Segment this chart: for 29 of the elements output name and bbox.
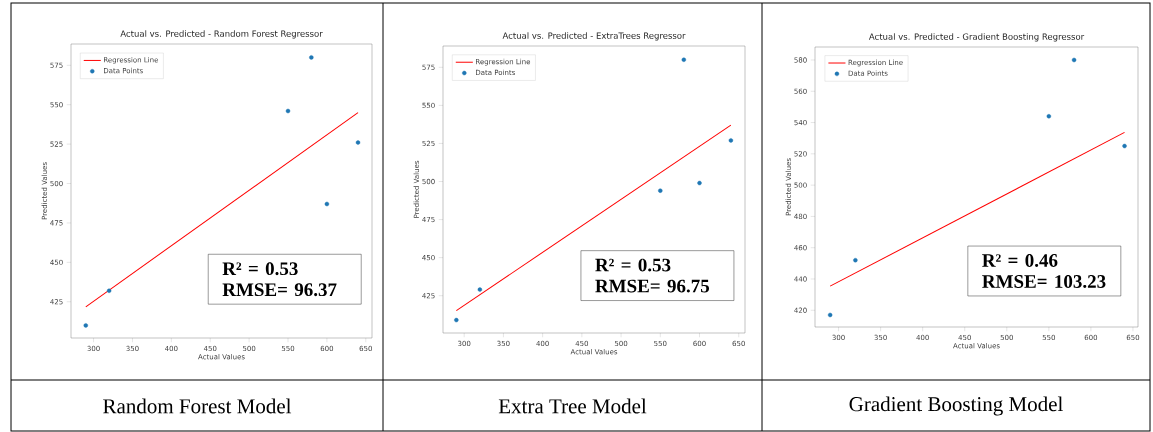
point <box>477 287 483 292</box>
annotation: RMSE= 96.37 <box>222 283 337 297</box>
annotation: R² = 0.46 <box>982 254 1058 267</box>
point <box>355 140 361 145</box>
point <box>324 201 330 207</box>
point <box>106 288 112 293</box>
point <box>1046 114 1052 119</box>
annotation: R² = 0.53 <box>595 258 671 272</box>
text: Gradient Boosting Model <box>849 396 1063 416</box>
point <box>681 57 687 62</box>
chart-title: Actual vs. Predicted - Random Forest Regressor <box>120 30 323 39</box>
point <box>83 323 88 328</box>
point <box>454 317 459 323</box>
chart-title: Actual vs. Predicted - Gradient Boosting Regressor <box>868 33 1085 42</box>
chart-title: Actual vs. Predicted - ExtraTrees Regressor <box>502 32 686 41</box>
point <box>1122 143 1127 149</box>
text: Random Forest Model <box>103 398 292 414</box>
point <box>285 108 291 114</box>
point <box>697 180 702 186</box>
annotation: RMSE= 103.23 <box>982 275 1106 288</box>
annotation: R² = 0.53 <box>222 262 298 276</box>
text: Extra Tree Model <box>498 398 647 414</box>
point <box>309 55 314 60</box>
point <box>827 312 833 318</box>
annotation: RMSE= 96.75 <box>595 279 710 293</box>
point <box>1071 57 1077 63</box>
point <box>658 188 663 193</box>
point <box>728 138 734 143</box>
point <box>853 258 858 263</box>
